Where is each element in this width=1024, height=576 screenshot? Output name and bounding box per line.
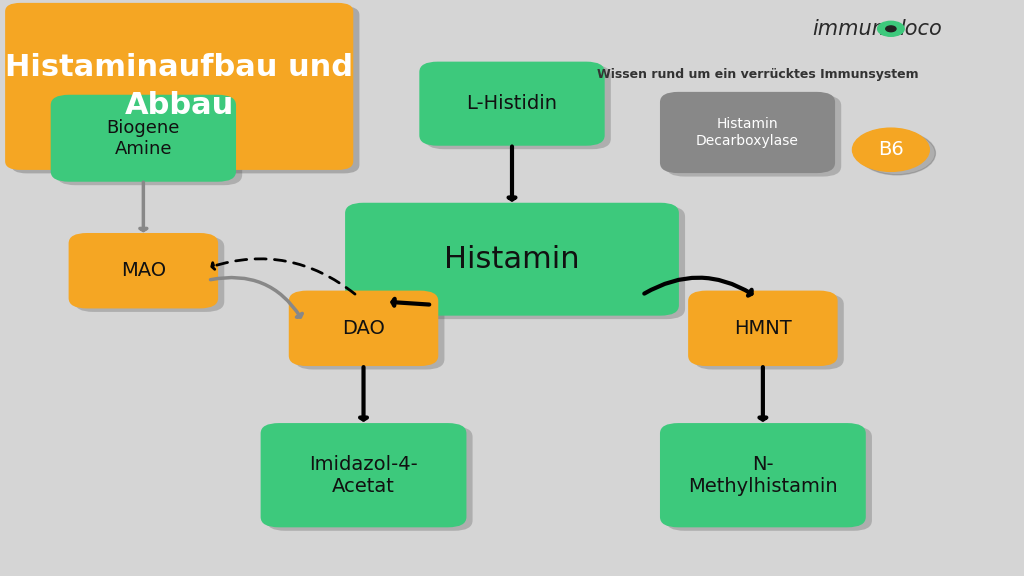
- FancyBboxPatch shape: [266, 426, 472, 531]
- Circle shape: [886, 26, 896, 32]
- FancyBboxPatch shape: [659, 423, 865, 528]
- Text: N-
Methylhistamin: N- Methylhistamin: [688, 454, 838, 496]
- FancyBboxPatch shape: [260, 423, 466, 528]
- Text: Wissen rund um ein verrücktes Immunsystem: Wissen rund um ein verrücktes Immunsyste…: [597, 69, 919, 81]
- Circle shape: [858, 132, 936, 175]
- FancyBboxPatch shape: [75, 236, 224, 312]
- FancyBboxPatch shape: [295, 294, 444, 370]
- FancyBboxPatch shape: [51, 95, 236, 182]
- Text: HMNT: HMNT: [734, 319, 792, 338]
- Text: DAO: DAO: [342, 319, 385, 338]
- FancyBboxPatch shape: [351, 206, 685, 319]
- Text: Biogene
Amine: Biogene Amine: [106, 119, 180, 158]
- Text: B6: B6: [878, 141, 904, 159]
- FancyBboxPatch shape: [57, 98, 243, 185]
- FancyBboxPatch shape: [666, 95, 842, 176]
- FancyBboxPatch shape: [694, 294, 844, 370]
- Text: MAO: MAO: [121, 262, 166, 280]
- Text: Histaminaufbau und
Abbau: Histaminaufbau und Abbau: [5, 53, 353, 120]
- Text: Histamin: Histamin: [444, 245, 580, 274]
- Text: loco: loco: [899, 19, 942, 39]
- FancyBboxPatch shape: [345, 203, 679, 316]
- FancyBboxPatch shape: [426, 65, 610, 149]
- FancyBboxPatch shape: [420, 62, 604, 146]
- Circle shape: [878, 21, 904, 36]
- Text: L-Histidin: L-Histidin: [467, 94, 557, 113]
- FancyBboxPatch shape: [69, 233, 218, 309]
- FancyBboxPatch shape: [688, 290, 838, 366]
- FancyBboxPatch shape: [11, 6, 359, 173]
- FancyBboxPatch shape: [5, 3, 353, 170]
- Text: Imidazol-4-
Acetat: Imidazol-4- Acetat: [309, 454, 418, 496]
- Circle shape: [852, 128, 930, 172]
- FancyBboxPatch shape: [666, 426, 871, 531]
- FancyBboxPatch shape: [289, 290, 438, 366]
- Text: immun: immun: [813, 19, 886, 39]
- Text: Histamin
Decarboxylase: Histamin Decarboxylase: [696, 118, 799, 147]
- FancyBboxPatch shape: [659, 92, 836, 173]
